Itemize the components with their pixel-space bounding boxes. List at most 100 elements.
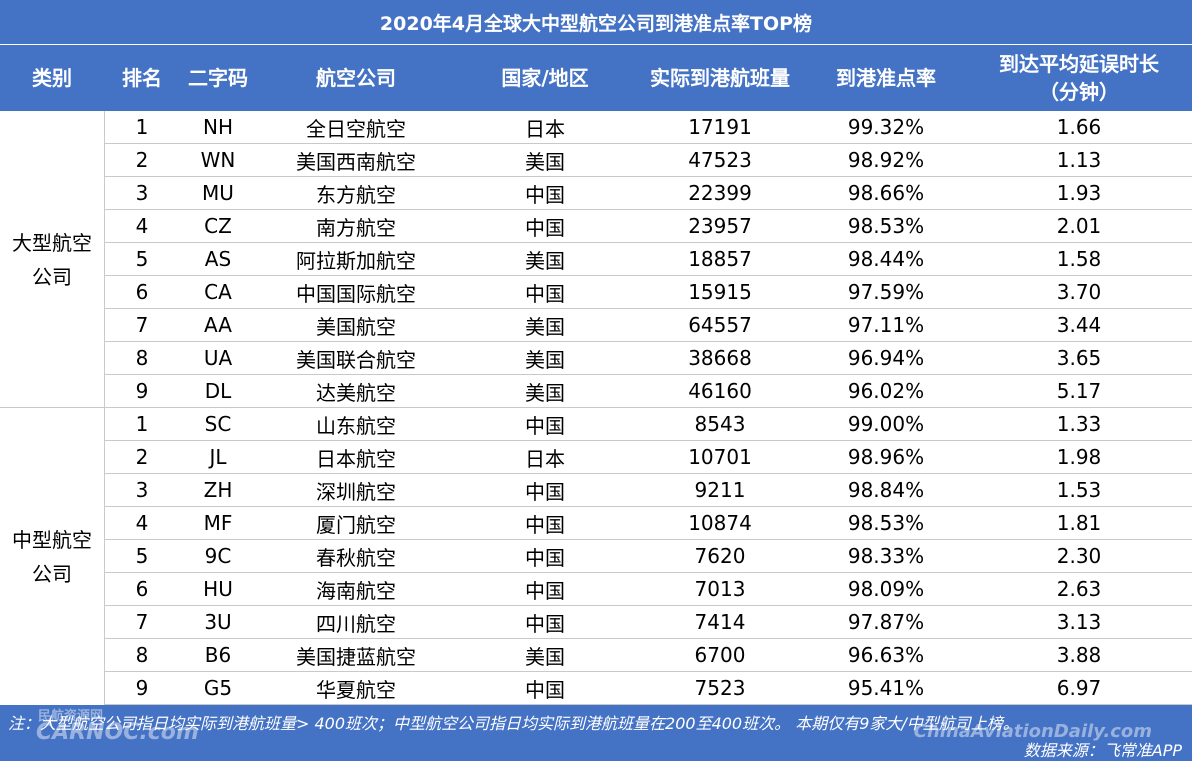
cell-flights: 10701 — [688, 445, 752, 469]
cell-code: WN — [200, 148, 236, 172]
footer: 注：大型航空公司指日均实际到港航班量> 400班次；中型航空公司指日均实际到港航… — [0, 705, 1192, 761]
cell-otp: 96.02% — [847, 379, 925, 403]
cell-country: 中国 — [525, 545, 565, 570]
cell-otp: 98.53% — [847, 214, 925, 238]
cell-rank: 4 — [135, 214, 149, 238]
cell-code: NH — [203, 115, 233, 139]
cell-airline: 美国捷蓝航空 — [296, 644, 416, 669]
cell-otp: 97.87% — [847, 610, 925, 634]
cell-country: 美国 — [525, 347, 565, 372]
header-country: 国家/地区 — [501, 66, 589, 90]
table-row: 4 MF 厦门航空 中国 10874 98.53% 1.81 — [104, 507, 1192, 540]
cell-code: HU — [203, 577, 233, 601]
header-delay: 到达平均延误时长 （分钟） — [966, 45, 1192, 111]
cell-airline: 东方航空 — [316, 182, 396, 207]
cell-delay: 6.97 — [1056, 676, 1102, 700]
cell-flights: 23957 — [688, 214, 752, 238]
cell-flights: 15915 — [688, 280, 752, 304]
cell-otp: 98.09% — [847, 577, 925, 601]
cell-otp: 99.00% — [847, 412, 925, 436]
cell-rank: 2 — [135, 445, 149, 469]
cell-rank: 8 — [135, 643, 149, 667]
cell-code: ZH — [203, 478, 233, 502]
cell-delay: 1.66 — [1056, 115, 1102, 139]
cell-code: MF — [203, 511, 233, 535]
cell-country: 美国 — [525, 314, 565, 339]
cell-country: 美国 — [525, 149, 565, 174]
cell-flights: 9211 — [694, 478, 746, 502]
table-row: 5 9C 春秋航空 中国 7620 98.33% 2.30 — [104, 540, 1192, 573]
cell-delay: 1.98 — [1056, 445, 1102, 469]
cell-country: 中国 — [525, 611, 565, 636]
cell-rank: 9 — [135, 379, 149, 403]
cell-otp: 98.33% — [847, 544, 925, 568]
cell-flights: 7414 — [694, 610, 746, 634]
table-header: 类别 排名 二字码 航空公司 国家/地区 实际到港航班量 到港准点率 到达平均延… — [0, 45, 1192, 111]
cell-airline: 华夏航空 — [316, 677, 396, 702]
cell-flights: 7013 — [694, 577, 746, 601]
group-label-large-line2: 公司 — [32, 264, 72, 289]
header-otp: 到港准点率 — [836, 66, 936, 90]
cell-country: 中国 — [525, 578, 565, 603]
cell-rank: 6 — [135, 280, 149, 304]
cell-flights: 18857 — [688, 247, 752, 271]
cell-country: 中国 — [525, 677, 565, 702]
cell-country: 日本 — [525, 446, 565, 471]
cell-country: 美国 — [525, 644, 565, 669]
cell-airline: 厦门航空 — [316, 512, 396, 537]
cell-otp: 98.92% — [847, 148, 925, 172]
table-row: 5 AS 阿拉斯加航空 美国 18857 98.44% 1.58 — [104, 243, 1192, 276]
cell-flights: 7523 — [694, 676, 746, 700]
table-row: 8 B6 美国捷蓝航空 美国 6700 96.63% 3.88 — [104, 639, 1192, 672]
cell-country: 日本 — [525, 116, 565, 141]
table-row: 1 SC 山东航空 中国 8543 99.00% 1.33 — [104, 408, 1192, 441]
table-row: 2 JL 日本航空 日本 10701 98.96% 1.98 — [104, 441, 1192, 474]
group-label-medium-line1: 中型航空 — [12, 527, 92, 552]
cell-country: 中国 — [525, 182, 565, 207]
cell-flights: 38668 — [688, 346, 752, 370]
cell-code: CA — [204, 280, 232, 304]
cell-flights: 64557 — [688, 313, 752, 337]
cell-code: 3U — [204, 610, 232, 634]
cell-flights: 6700 — [694, 643, 746, 667]
header-delay-line1: 到达平均延误时长 — [999, 52, 1159, 76]
cell-delay: 1.13 — [1056, 148, 1102, 172]
cell-country: 美国 — [525, 380, 565, 405]
cell-rank: 9 — [135, 676, 149, 700]
cell-airline: 美国航空 — [316, 314, 396, 339]
cell-rank: 7 — [135, 313, 149, 337]
cell-delay: 3.13 — [1056, 610, 1102, 634]
table-row: 7 3U 四川航空 中国 7414 97.87% 3.13 — [104, 606, 1192, 639]
cell-otp: 99.32% — [847, 115, 925, 139]
cell-country: 中国 — [525, 413, 565, 438]
table-row: 6 HU 海南航空 中国 7013 98.09% 2.63 — [104, 573, 1192, 606]
header-airline: 航空公司 — [316, 66, 396, 90]
cell-airline: 春秋航空 — [316, 545, 396, 570]
table-row: 8 UA 美国联合航空 美国 38668 96.94% 3.65 — [104, 342, 1192, 375]
cell-flights: 46160 — [688, 379, 752, 403]
cell-flights: 7620 — [694, 544, 746, 568]
table-row: 7 AA 美国航空 美国 64557 97.11% 3.44 — [104, 309, 1192, 342]
cell-delay: 2.30 — [1056, 544, 1102, 568]
cell-airline: 阿拉斯加航空 — [296, 248, 416, 273]
cell-rank: 5 — [135, 247, 149, 271]
cell-airline: 中国国际航空 — [296, 281, 416, 306]
cell-otp: 98.44% — [847, 247, 925, 271]
table-row: 2 WN 美国西南航空 美国 47523 98.92% 1.13 — [104, 144, 1192, 177]
cell-rank: 2 — [135, 148, 149, 172]
table-row: 9 G5 华夏航空 中国 7523 95.41% 6.97 — [104, 672, 1192, 705]
cell-rank: 1 — [135, 115, 149, 139]
cell-code: CZ — [204, 214, 232, 238]
cell-country: 中国 — [525, 215, 565, 240]
category-column-border — [104, 111, 105, 705]
cell-airline: 南方航空 — [316, 215, 396, 240]
cell-rank: 3 — [135, 478, 149, 502]
cell-delay: 1.53 — [1056, 478, 1102, 502]
cell-otp: 96.63% — [847, 643, 925, 667]
cell-code: MU — [202, 181, 234, 205]
cell-country: 中国 — [525, 281, 565, 306]
cell-otp: 97.11% — [847, 313, 925, 337]
cell-airline: 四川航空 — [316, 611, 396, 636]
cell-rank: 6 — [135, 577, 149, 601]
cell-delay: 3.65 — [1056, 346, 1102, 370]
